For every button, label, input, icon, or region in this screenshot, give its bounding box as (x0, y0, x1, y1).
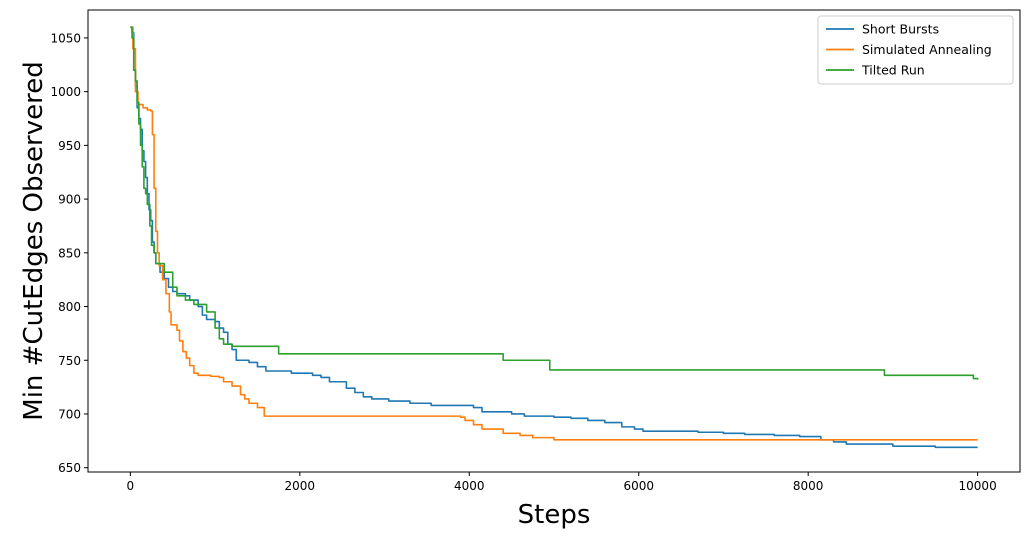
x-tick-label-1: 2000 (285, 479, 316, 493)
y-tick-label-8: 1050 (50, 31, 81, 45)
y-tick-label-7: 1000 (50, 85, 81, 99)
x-tick-label-5: 10000 (959, 479, 997, 493)
y-tick-label-1: 700 (58, 407, 81, 421)
legend: Short Bursts Simulated Annealing Tilted Ru… (817, 15, 1014, 85)
plot-frame (87, 9, 1021, 473)
series-layer (130, 26, 979, 449)
legend-label-0: Short Bursts (862, 22, 939, 37)
y-tick-label-2: 750 (58, 354, 81, 368)
x-tick-label-4: 8000 (793, 479, 824, 493)
x-tick-label-0: 0 (127, 479, 135, 493)
x-axis-label: Steps (518, 500, 591, 530)
y-tick-label-6: 950 (58, 139, 81, 153)
y-tick-label-5: 900 (58, 193, 81, 207)
x-axis: 0 2000 4000 6000 8000 10000 (127, 472, 997, 493)
legend-label-2: Tilted Run (861, 63, 925, 78)
series-line-1 (130, 26, 978, 441)
legend-label-1: Simulated Annealing (862, 42, 992, 57)
series-line-2 (130, 26, 979, 380)
y-tick-label-4: 850 (58, 246, 81, 260)
x-tick-label-3: 6000 (623, 479, 654, 493)
x-tick-label-2: 4000 (454, 479, 485, 493)
y-tick-label-3: 800 (58, 300, 81, 314)
legend-box (817, 15, 1014, 85)
y-tick-label-0: 650 (58, 461, 81, 475)
y-axis: 650 700 750 800 850 900 950 1000 1050 (50, 31, 88, 475)
y-axis-label: Min #CutEdges Observered (19, 61, 49, 420)
